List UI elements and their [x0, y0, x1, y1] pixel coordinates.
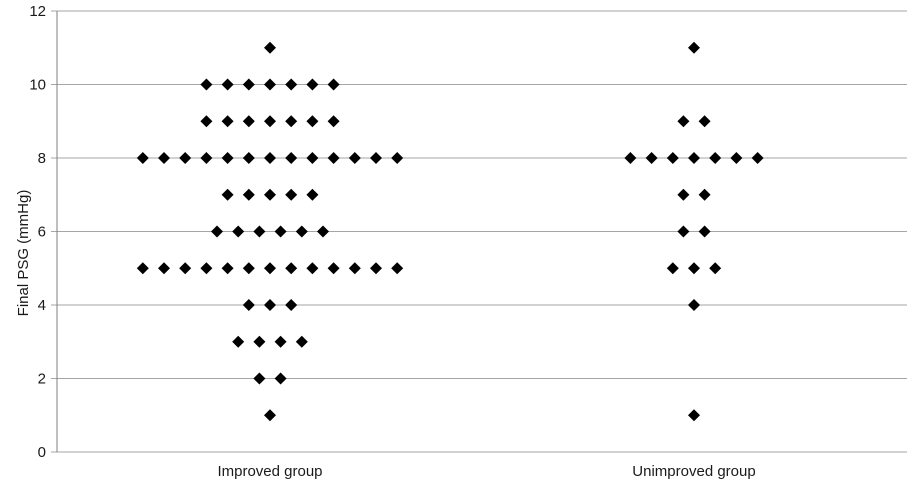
- y-axis-label: Final PSG (mmHg): [15, 190, 32, 317]
- data-points: [136, 41, 764, 422]
- data-point: [264, 41, 276, 54]
- data-point: [200, 115, 213, 128]
- data-point: [306, 262, 319, 275]
- data-point: [200, 152, 213, 164]
- data-point: [264, 78, 276, 91]
- data-point: [698, 115, 711, 128]
- data-point: [242, 262, 255, 275]
- data-point: [327, 115, 340, 128]
- data-point: [242, 299, 255, 311]
- data-point: [295, 335, 308, 348]
- data-point: [285, 115, 298, 128]
- data-point: [751, 152, 764, 164]
- data-point: [158, 152, 170, 164]
- data-point: [136, 262, 149, 275]
- data-point: [666, 152, 679, 164]
- data-point: [391, 262, 404, 275]
- data-point: [327, 152, 340, 164]
- data-point: [264, 262, 276, 275]
- data-point: [306, 78, 319, 91]
- gridlines: [51, 10, 907, 453]
- data-point: [709, 152, 722, 164]
- data-point: [179, 262, 192, 275]
- data-point: [253, 225, 266, 238]
- data-point: [348, 152, 361, 164]
- data-point: [327, 78, 340, 91]
- data-point: [677, 188, 690, 201]
- data-point: [221, 262, 234, 275]
- data-point: [221, 188, 234, 201]
- y-tick-label: 8: [38, 150, 46, 167]
- data-point: [709, 262, 722, 275]
- data-point: [688, 262, 700, 275]
- data-point: [200, 262, 213, 275]
- data-point: [274, 335, 287, 348]
- data-point: [317, 225, 329, 238]
- data-point: [698, 188, 711, 201]
- data-point: [274, 225, 287, 238]
- data-point: [242, 152, 255, 164]
- y-tick-label: 6: [38, 224, 46, 241]
- x-category-label: Improved group: [217, 463, 322, 480]
- data-point: [253, 335, 266, 348]
- data-point: [285, 188, 298, 201]
- x-category-label: Unimproved group: [632, 463, 755, 480]
- y-tick-labels: 0 2 4 6 8 10 12: [29, 3, 46, 461]
- y-tick-label: 12: [29, 3, 46, 20]
- data-point: [221, 152, 234, 164]
- data-point: [295, 225, 308, 238]
- y-tick-label: 10: [29, 77, 46, 94]
- data-point: [200, 78, 213, 91]
- data-point: [285, 78, 298, 91]
- y-tick-label: 2: [38, 371, 46, 388]
- data-point: [136, 152, 149, 164]
- data-point: [285, 262, 298, 275]
- data-point: [232, 335, 245, 348]
- data-point: [348, 262, 361, 275]
- data-point: [242, 78, 255, 91]
- data-point: [624, 152, 637, 164]
- y-tick-label: 4: [38, 297, 46, 314]
- x-category-labels: Improved group Unimproved group: [217, 463, 755, 480]
- data-point: [285, 152, 298, 164]
- data-point: [688, 409, 700, 422]
- data-point: [285, 299, 298, 311]
- data-point: [688, 152, 700, 164]
- data-point: [264, 299, 276, 311]
- data-point: [327, 262, 340, 275]
- data-point: [264, 188, 276, 201]
- data-point: [242, 115, 255, 128]
- data-point: [306, 115, 319, 128]
- data-point: [677, 115, 690, 128]
- data-point: [221, 115, 234, 128]
- data-point: [370, 262, 382, 275]
- data-point: [688, 41, 700, 54]
- data-point: [666, 262, 679, 275]
- data-point: [698, 225, 711, 238]
- data-point: [158, 262, 170, 275]
- data-point: [253, 372, 266, 385]
- data-point: [274, 372, 287, 385]
- data-point: [688, 299, 700, 311]
- data-point: [232, 225, 245, 238]
- data-point: [370, 152, 382, 164]
- data-point: [677, 225, 690, 238]
- data-point: [645, 152, 658, 164]
- data-point: [306, 152, 319, 164]
- data-point: [264, 409, 276, 422]
- data-point: [179, 152, 192, 164]
- y-tick-label: 0: [38, 444, 46, 461]
- data-point: [264, 152, 276, 164]
- data-point: [221, 78, 234, 91]
- data-point: [264, 115, 276, 128]
- data-point: [242, 188, 255, 201]
- data-point: [391, 152, 404, 164]
- data-point: [306, 188, 319, 201]
- data-point: [730, 152, 743, 164]
- data-point: [211, 225, 223, 238]
